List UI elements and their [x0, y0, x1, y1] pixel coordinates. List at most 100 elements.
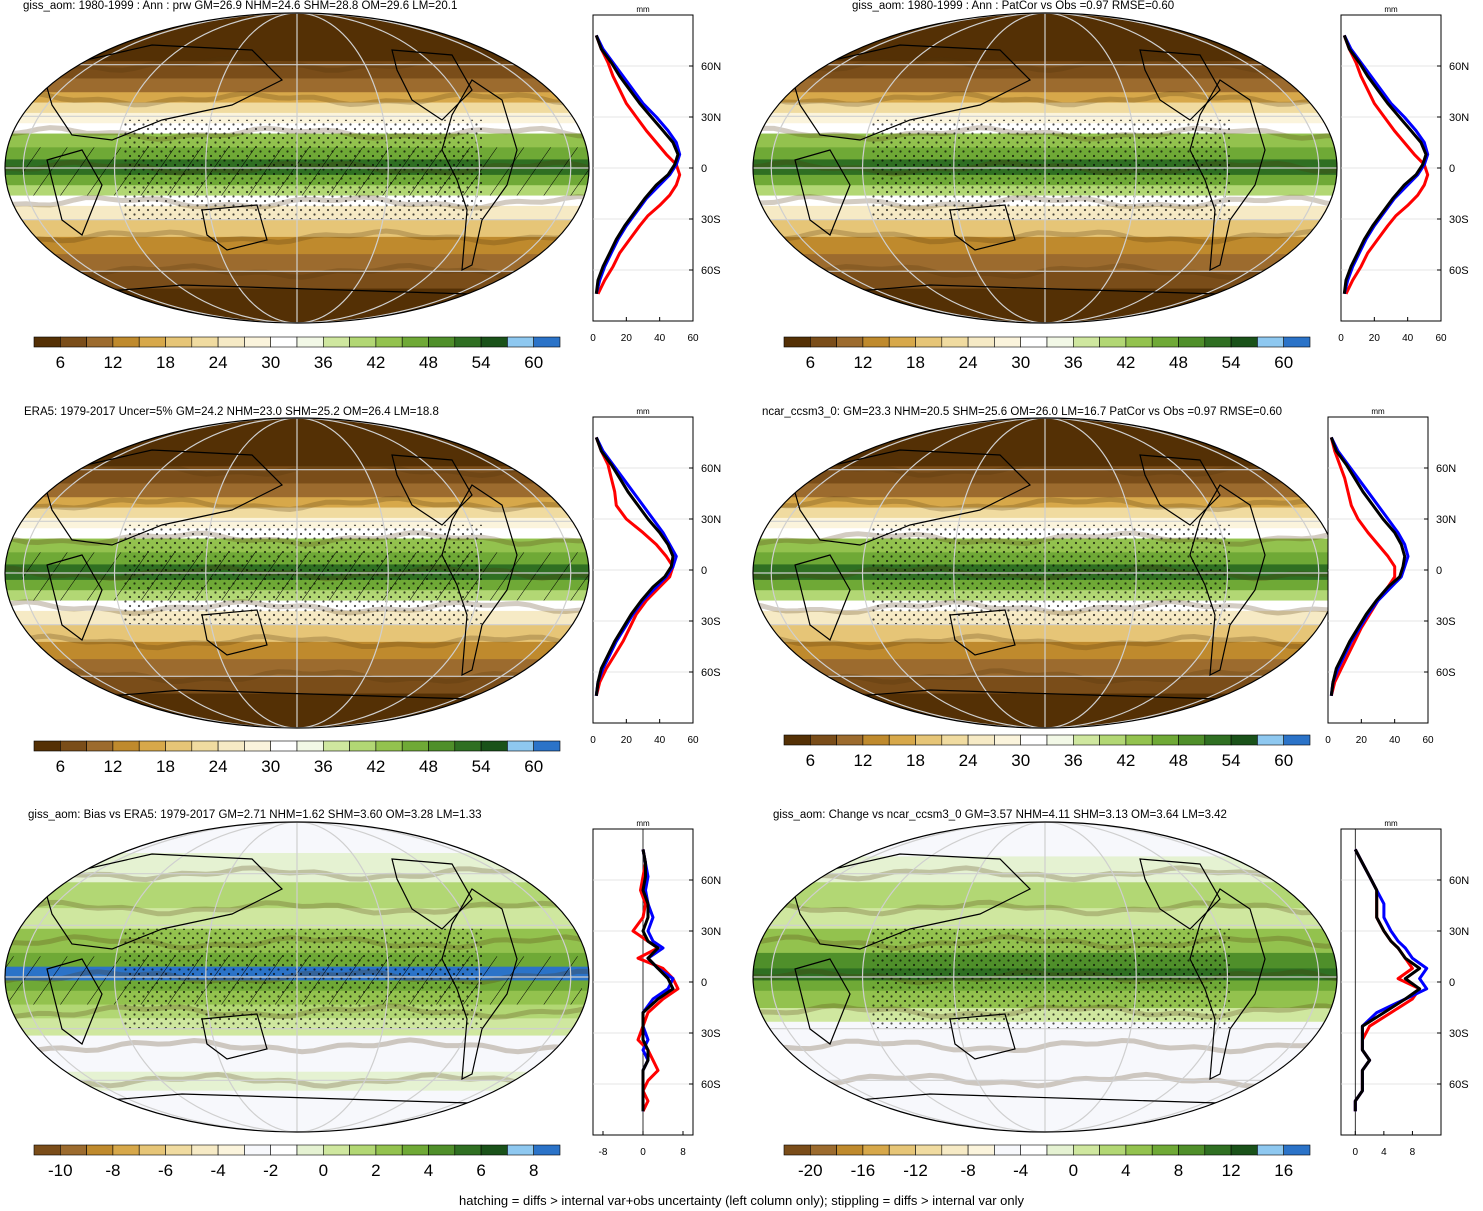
graticule-lon [861, 822, 1046, 1132]
colorbar-swatch [112, 1144, 140, 1156]
colorbar-swatch [533, 740, 561, 752]
map-border [752, 821, 1338, 1133]
profile-chart-6: mm 60N 30N 0 30S 60S 0 4 8 [1340, 819, 1469, 1158]
colorbar-swatch [1099, 734, 1127, 746]
map-panel-6 [752, 821, 1338, 1133]
colorbar-swatch [59, 740, 87, 752]
colorbar-label: -2 [263, 1161, 278, 1180]
profile-xtick-label: 0 [1338, 333, 1344, 344]
colorbar-swatch [86, 740, 114, 752]
profile-series-black [594, 34, 680, 294]
profile-xtick-label: 20 [1356, 735, 1368, 746]
map-panel-5 [4, 821, 590, 1133]
map-border [4, 417, 590, 729]
profile-ytick-label: 30N [1449, 112, 1469, 124]
coastline [789, 449, 1032, 546]
colorbar-label: 12 [853, 751, 872, 770]
map-panel-3 [4, 417, 590, 729]
colorbar-swatch [915, 734, 943, 746]
colorbar-swatch [1151, 1144, 1179, 1156]
colorbar-swatch [1125, 1144, 1153, 1156]
profile-ytick-label: 60S [1449, 265, 1469, 277]
profile-xlabel: mm [1384, 819, 1398, 828]
colorbar-swatch [783, 336, 811, 348]
map-texture [753, 90, 1337, 108]
colorbar-swatch [809, 734, 837, 746]
profile-xtick-label: 0 [640, 1147, 646, 1158]
profile-chart-5: mm 60N 30N 0 30S 60S -8 0 8 [592, 819, 721, 1158]
map-texture [753, 633, 1337, 651]
profile-ytick-label: 0 [1436, 565, 1442, 577]
profile-xlabel: mm [1384, 5, 1398, 14]
colorbar-label: 54 [472, 757, 491, 776]
colorbar-label: -6 [158, 1161, 173, 1180]
coastline [949, 204, 1016, 251]
colorbar-label: 30 [261, 757, 280, 776]
graticule-lon [953, 13, 1046, 323]
profile-ytick-label: 60N [701, 463, 721, 475]
graticule-lon [113, 822, 298, 1132]
profile-xtick-label: 60 [1422, 735, 1434, 746]
colorbar-swatch [1204, 1144, 1232, 1156]
colorbar-swatch [244, 336, 271, 348]
map-texture [5, 262, 589, 280]
colorbar-swatch [322, 1144, 350, 1156]
colorbar-swatch [1178, 336, 1206, 348]
profile-chart-4: mm 60N 30N 0 30S 60S 0 20 40 60 [1325, 407, 1456, 746]
colorbar-label: 30 [1011, 353, 1030, 372]
colorbar-swatch [428, 336, 456, 348]
graticule-lon [953, 822, 1046, 1132]
profile-ytick-label: 0 [1449, 163, 1455, 175]
profile-series-black [1329, 436, 1407, 696]
graticule-lon [113, 418, 298, 728]
colorbar-label: 12 [103, 353, 122, 372]
colorbar-label: 4 [424, 1161, 433, 1180]
colorbar-swatch [941, 734, 969, 746]
colorbar-label: 8 [529, 1161, 538, 1180]
coastline [949, 609, 1016, 656]
colorbar-swatch [1099, 1144, 1127, 1156]
colorbar-label: 18 [156, 757, 175, 776]
coastline [1139, 454, 1221, 526]
colorbar-swatch [994, 336, 1021, 348]
coastline [949, 1013, 1016, 1060]
profile-xlabel: mm [636, 407, 650, 416]
profile-series-black [641, 849, 675, 1112]
colorbar-swatch [138, 336, 166, 348]
graticule-lon [1044, 822, 1320, 1132]
colorbar-swatch [783, 1144, 811, 1156]
colorbar-label: 36 [1064, 353, 1083, 372]
graticule-lon [770, 822, 1046, 1132]
graticule-lon [205, 13, 298, 323]
profile-ytick-label: 0 [1449, 977, 1455, 989]
coastline [1139, 49, 1221, 121]
profile-xtick-label: 0 [1353, 1147, 1359, 1158]
profile-ytick-label: 30S [701, 214, 721, 226]
hatch-region [22, 552, 589, 601]
colorbar-swatch [428, 740, 456, 752]
colorbar-label: 16 [1274, 1161, 1293, 1180]
map-texture [5, 1037, 589, 1055]
map-texture [753, 228, 1337, 245]
colorbar-label: 12 [103, 757, 122, 776]
colorbar-swatch [1020, 734, 1048, 746]
colorbar-swatch [270, 336, 298, 348]
profile-xtick-label: 0 [590, 333, 596, 344]
profile-xtick-label: 20 [1369, 333, 1381, 344]
graticule-lon [1044, 13, 1229, 323]
colorbar-swatch [428, 1144, 456, 1156]
profile-ytick-label: 30S [1449, 1028, 1469, 1040]
map-panel-2 [752, 12, 1338, 324]
graticule-lon [296, 822, 481, 1132]
map-texture [753, 865, 1337, 883]
profile-ytick-label: 60S [701, 1079, 721, 1091]
colorbar-label: 6 [806, 751, 815, 770]
profile-ytick-label: 30N [701, 926, 721, 938]
panel-title-5: giss_aom: Bias vs ERA5: 1979-2017 GM=2.7… [28, 809, 482, 821]
graticule-lon [1044, 13, 1320, 323]
colorbar-swatch [1125, 336, 1153, 348]
map-texture [5, 461, 589, 479]
colorbar-label: 6 [806, 353, 815, 372]
colorbar-swatch [165, 740, 193, 752]
colorbar-label: 42 [366, 757, 385, 776]
